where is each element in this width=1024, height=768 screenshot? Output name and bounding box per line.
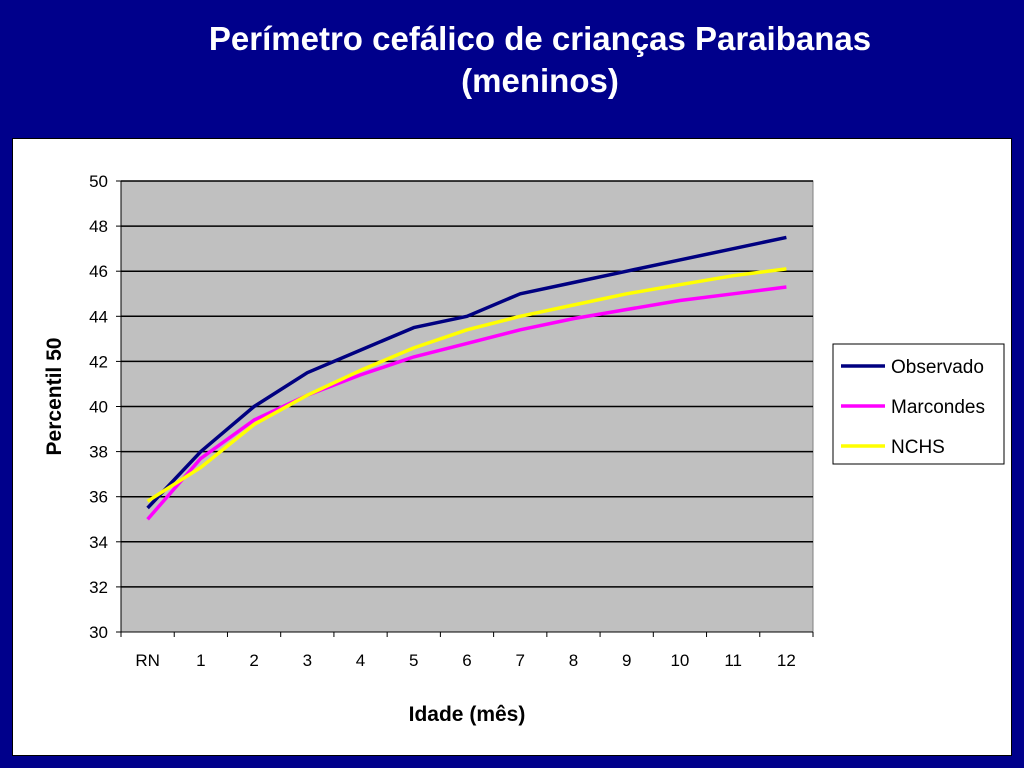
x-tick-label-4: 4 xyxy=(356,651,365,670)
x-tick-label-5: 5 xyxy=(409,651,418,670)
slide-title-line-1: Perímetro cefálico de crianças Paraibana… xyxy=(208,20,872,57)
x-tick-label-2: 2 xyxy=(249,651,258,670)
x-axis-label: Idade (mês) xyxy=(409,703,526,726)
slide-title: Perímetro cefálico de crianças Paraibana… xyxy=(80,18,1000,102)
y-tick-label-36: 36 xyxy=(89,488,108,507)
x-tick-label-7: 7 xyxy=(515,651,524,670)
series-line-observado xyxy=(146,235,787,510)
y-tick-label-50: 50 xyxy=(89,172,108,191)
series-line-marcondes xyxy=(146,285,787,521)
y-tick-label-44: 44 xyxy=(89,307,108,326)
y-tick-label-32: 32 xyxy=(89,578,108,597)
x-tick-label-10: 10 xyxy=(670,651,689,670)
x-tick-label-12: 12 xyxy=(777,651,796,670)
legend-label-observado: Observado xyxy=(891,357,984,378)
y-axis-label: Percentil 50 xyxy=(43,338,66,456)
x-tick-label-6: 6 xyxy=(462,651,471,670)
chart-panel: 30 32 34 36 38 40 42 44 46 48 50 RN 1 2 3 4 5 6 7 8 9 10 11 12 I… xyxy=(12,138,1012,756)
x-tick-label-3: 3 xyxy=(303,651,312,670)
legend xyxy=(832,343,1005,465)
y-tick-label-42: 42 xyxy=(89,352,108,371)
y-tick-label-48: 48 xyxy=(89,217,108,236)
x-tick-label-11: 11 xyxy=(724,651,742,670)
x-tick-label-RN: RN xyxy=(135,651,160,670)
x-tick-label-9: 9 xyxy=(622,651,631,670)
y-tick-label-30: 30 xyxy=(89,623,108,642)
y-tick-label-46: 46 xyxy=(89,262,108,281)
legend-label-marcondes: Marcondes xyxy=(891,397,985,418)
x-tick-label-1: 1 xyxy=(196,651,205,670)
series-line-nchs xyxy=(146,267,787,503)
legend-label-nchs: NCHS xyxy=(891,437,945,458)
y-tick-label-34: 34 xyxy=(89,533,108,552)
slide-title-line-2: (meninos) xyxy=(461,62,619,99)
y-tick-label-40: 40 xyxy=(89,398,108,417)
y-tick-label-38: 38 xyxy=(89,443,108,462)
x-tick-label-8: 8 xyxy=(569,651,578,670)
